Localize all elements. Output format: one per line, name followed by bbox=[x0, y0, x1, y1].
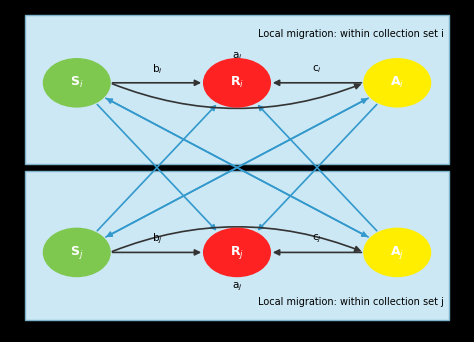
Circle shape bbox=[364, 59, 430, 107]
Circle shape bbox=[204, 229, 270, 276]
Text: b$_j$: b$_j$ bbox=[152, 232, 162, 246]
Text: c$_j$: c$_j$ bbox=[312, 233, 322, 245]
Text: a$_i$: a$_i$ bbox=[232, 50, 242, 62]
Text: Local migration: within collection set j: Local migration: within collection set j bbox=[258, 297, 444, 307]
Circle shape bbox=[44, 59, 110, 107]
Circle shape bbox=[204, 59, 270, 107]
Text: S$_i$: S$_i$ bbox=[70, 75, 83, 90]
Text: R$_j$: R$_j$ bbox=[230, 244, 244, 261]
Circle shape bbox=[364, 229, 430, 276]
Circle shape bbox=[44, 229, 110, 276]
Text: Local migration: within collection set i: Local migration: within collection set i bbox=[258, 28, 444, 39]
Text: A$_i$: A$_i$ bbox=[390, 75, 404, 90]
Text: A$_j$: A$_j$ bbox=[390, 244, 404, 261]
Text: a$_j$: a$_j$ bbox=[232, 280, 242, 292]
Text: S$_j$: S$_j$ bbox=[70, 244, 83, 261]
Text: c$_i$: c$_i$ bbox=[312, 63, 322, 75]
FancyBboxPatch shape bbox=[25, 171, 449, 320]
FancyBboxPatch shape bbox=[25, 15, 449, 164]
Text: R$_i$: R$_i$ bbox=[230, 75, 244, 90]
Text: b$_i$: b$_i$ bbox=[152, 62, 162, 76]
